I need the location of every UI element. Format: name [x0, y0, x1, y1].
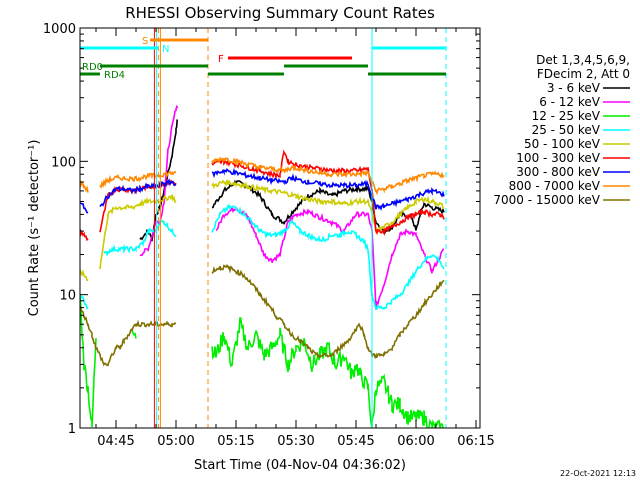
legend-label-3: 25 - 50 keV	[532, 123, 601, 137]
x-tick-label-6: 06:15	[457, 434, 494, 449]
flag-label-6: RD4	[104, 70, 125, 81]
x-tick-label-2: 05:15	[217, 434, 254, 449]
y-tick-label-2: 100	[51, 155, 76, 170]
series-line-3	[80, 203, 445, 310]
flag-label-0: S	[142, 36, 148, 47]
series-line-4	[80, 179, 445, 282]
axis-ticks: 04:45 05:00 05:15 05:30 05:45 06:00 06:15 1 10 10…	[43, 22, 495, 449]
series-line-5	[80, 149, 445, 242]
legend-label-2: 12 - 25 keV	[532, 109, 601, 123]
x-tick-label-1: 05:00	[157, 434, 194, 449]
series-line-2	[80, 294, 444, 428]
series-line-7	[80, 156, 445, 196]
x-tick-label-3: 05:30	[277, 434, 314, 449]
legend: Det 1,3,4,5,6,9,FDecim 2, Att 03 - 6 keV…	[493, 53, 630, 207]
y-tick-label-1: 10	[59, 289, 76, 304]
y-tick-label-0: 1	[68, 422, 76, 437]
flag-label-1: N	[162, 44, 169, 55]
plot-area	[80, 28, 447, 428]
chart-title: RHESSI Observing Summary Count Rates	[125, 4, 435, 22]
x-tick-label-4: 05:45	[337, 434, 374, 449]
x-tick-label-0: 04:45	[97, 434, 134, 449]
footer-date: 22-Oct-2021 12:13	[560, 469, 636, 478]
x-tick-label-5: 06:00	[397, 434, 434, 449]
legend-header-0: Det 1,3,4,5,6,9,	[536, 53, 630, 67]
plot-frame	[79, 27, 481, 429]
legend-label-5: 100 - 300 keV	[516, 151, 600, 165]
series-line-1	[139, 104, 445, 310]
flag-label-4: RD0	[82, 62, 103, 73]
x-axis-label: Start Time (04-Nov-04 04:36:02)	[194, 458, 406, 473]
legend-label-1: 6 - 12 keV	[539, 95, 601, 109]
legend-label-7: 800 - 7000 keV	[509, 179, 601, 193]
legend-label-6: 300 - 800 keV	[516, 165, 600, 179]
y-axis-label: Count Rate (s⁻¹ detector⁻¹)	[27, 140, 42, 317]
y-tick-label-3: 1000	[43, 22, 76, 37]
legend-label-8: 7000 - 15000 keV	[493, 193, 600, 207]
flag-label-3: F	[218, 54, 224, 65]
series-line-6	[80, 167, 445, 214]
legend-header-1: FDecim 2, Att 0	[537, 67, 630, 81]
legend-label-4: 50 - 100 keV	[524, 137, 601, 151]
legend-label-0: 3 - 6 keV	[547, 81, 601, 95]
